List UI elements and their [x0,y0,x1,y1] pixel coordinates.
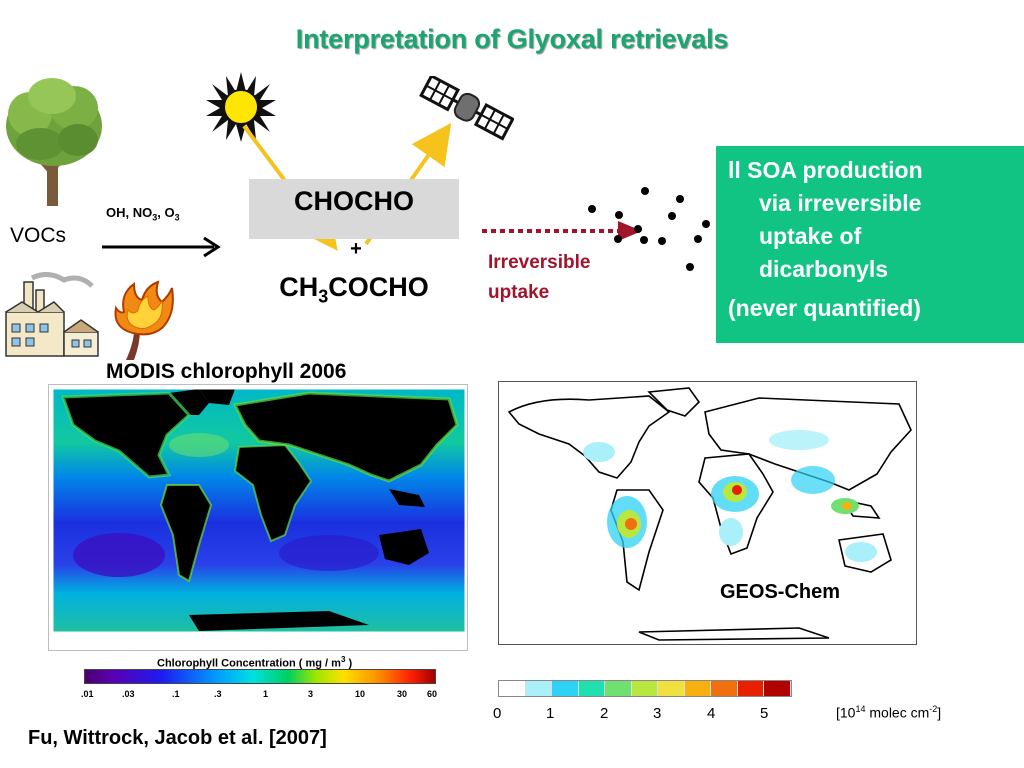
geos-colorbar-swatch [605,681,632,696]
geos-tick: 5 [760,705,769,722]
chl-tick: 60 [427,689,438,699]
uptake-arrow [482,221,642,241]
geos-colorbar-swatch [711,681,738,696]
tree-icon [6,78,102,206]
geos-colorbar-swatch [764,681,792,696]
geos-colorbar-swatch [631,681,659,696]
citation: Fu, Wittrock, Jacob et al. [2007] [28,727,327,749]
geos-tick: 4 [707,705,716,722]
soa-production-box: ll SOA production via irreversible uptak… [716,146,1024,343]
oxidants-label: OH, NO3, O3 [106,205,180,223]
soa-line-1: ll SOA production [728,157,923,183]
plus-sign: + [350,238,362,260]
chl-tick: .1 [172,689,180,699]
methylglyoxal-label: CH3COCHO [279,272,429,307]
vocs-label: VOCs [10,224,67,247]
soa-line-5: (never quantified) [728,295,921,321]
chlorophyll-colorbar [84,669,436,684]
chl-tick: 30 [397,689,408,699]
geos-tick: 0 [493,705,502,722]
factory-icon [5,272,99,357]
aerosol-particles [588,187,710,271]
irreversible-uptake-label: Irreversible uptake [488,252,591,303]
chl-tick: 3 [308,689,314,699]
chl-tick: .03 [122,689,135,699]
satellite-icon [419,76,514,141]
geos-tick: 3 [653,705,662,722]
chocho-box [249,179,459,239]
geos-colorbar-swatch [525,681,553,696]
geos-chem-colorbar [498,680,792,697]
geos-colorbar-swatch [737,681,765,696]
chlorophyll-colorbar-title: Chlorophyll Concentration ( mg / m3 ) [157,655,353,670]
reaction-arrow [102,236,221,258]
geos-colorbar-swatch [499,681,526,696]
geos-chem-label: GEOS-Chem [720,581,841,603]
geos-colorbar-swatch [578,681,606,696]
modis-chlorophyll-map [48,384,468,651]
soa-line-2: via irreversible [759,190,922,216]
geos-colorbar-swatch [684,681,712,696]
chl-tick: .01 [81,689,94,699]
geos-tick: 2 [600,705,609,722]
fire-icon [114,280,174,360]
geos-colorbar-swatch [658,681,685,696]
chl-tick: 1 [263,689,269,699]
geos-colorbar-units: [1014 molec cm-2] [836,704,942,721]
chocho-label: CHOCHO [294,186,414,216]
sun-icon [206,72,276,142]
chl-tick: .3 [214,689,222,699]
geos-colorbar-swatch [552,681,579,696]
geos-chem-map [498,381,917,645]
geos-tick: 1 [546,705,555,722]
modis-title: MODIS chlorophyll 2006 [106,360,347,383]
slide-title: Interpretation of Glyoxal retrievals [295,24,729,54]
soa-line-4: dicarbonyls [759,256,889,282]
chl-tick: 10 [355,689,366,699]
soa-line-3: uptake of [759,223,862,249]
